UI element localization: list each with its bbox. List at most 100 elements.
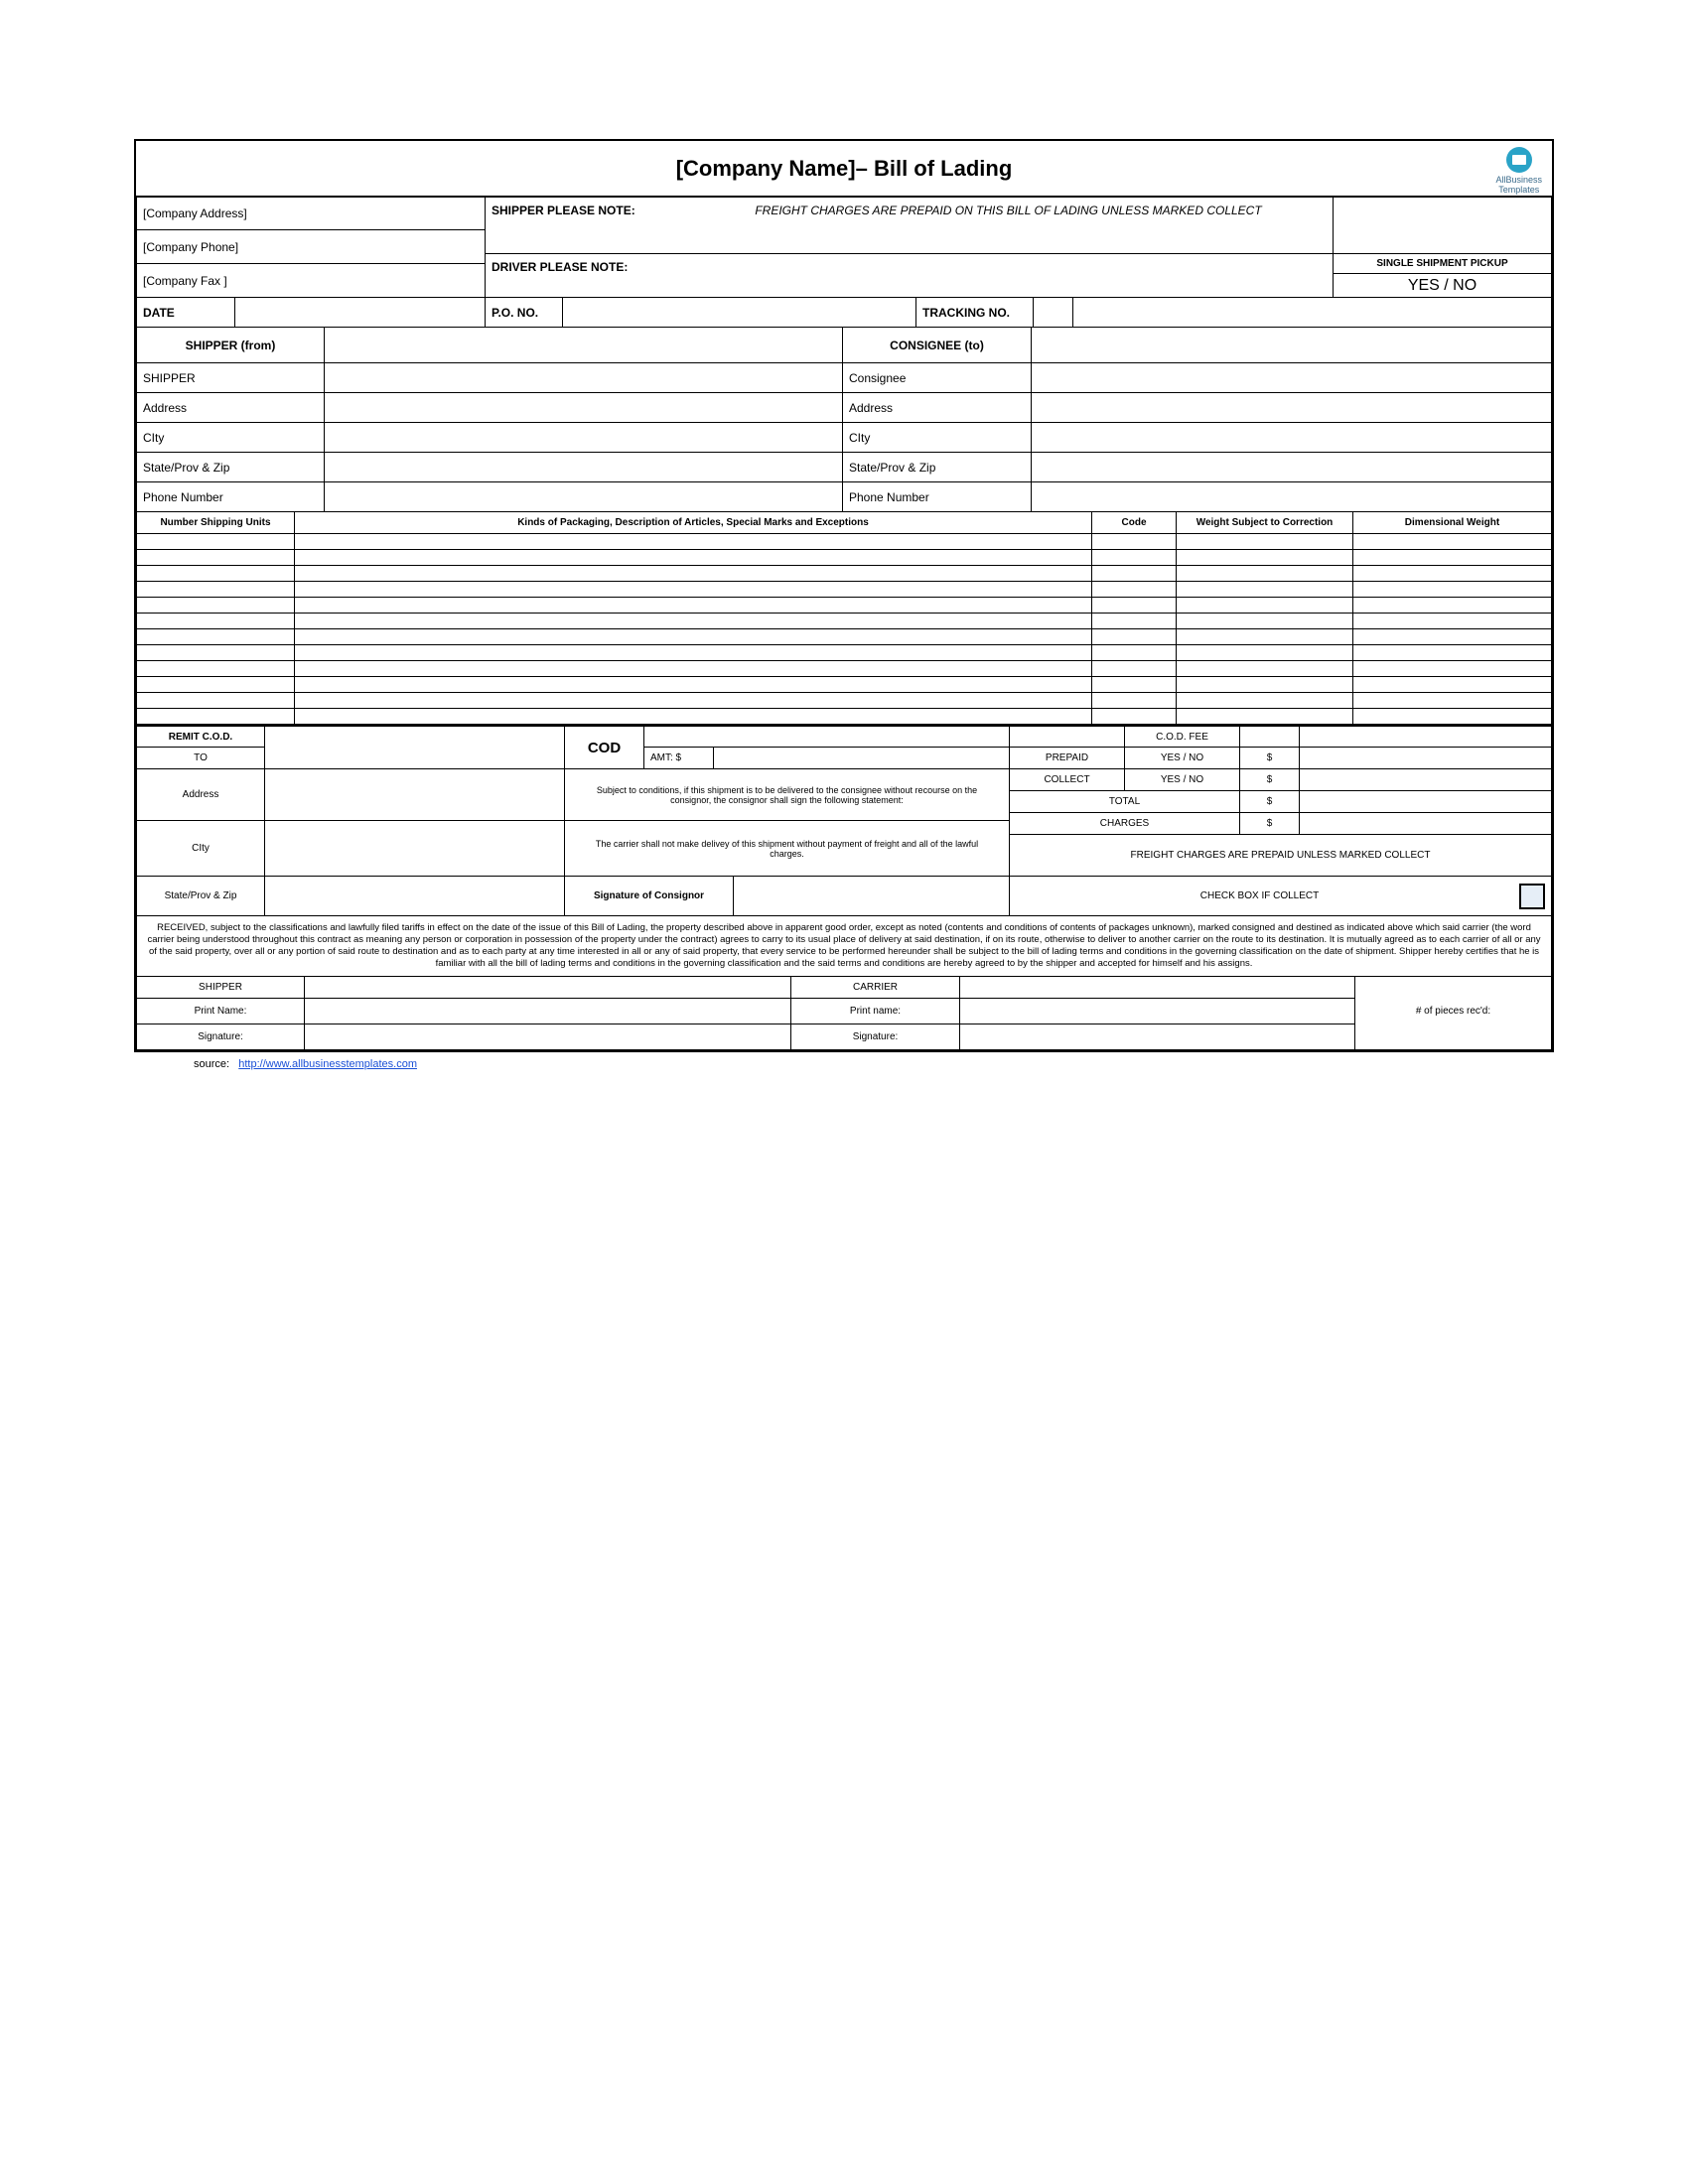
item-code[interactable] (1092, 645, 1177, 661)
shipper-printname-value[interactable] (305, 999, 791, 1024)
item-code[interactable] (1092, 677, 1177, 693)
charges-amt[interactable] (1300, 813, 1552, 835)
item-weight[interactable] (1177, 661, 1353, 677)
item-dim[interactable] (1353, 550, 1552, 566)
item-weight[interactable] (1177, 629, 1353, 645)
single-shipment-value[interactable]: YES / NO (1334, 274, 1552, 298)
charges-label: CHARGES (1010, 813, 1240, 835)
item-desc[interactable] (295, 534, 1092, 550)
item-weight[interactable] (1177, 677, 1353, 693)
item-desc[interactable] (295, 661, 1092, 677)
item-weight[interactable] (1177, 582, 1353, 598)
shipper-field-value[interactable] (325, 393, 843, 423)
item-code[interactable] (1092, 598, 1177, 614)
item-code[interactable] (1092, 582, 1177, 598)
sig-consignor-value[interactable] (734, 877, 1010, 916)
item-code[interactable] (1092, 550, 1177, 566)
item-desc[interactable] (295, 582, 1092, 598)
item-weight[interactable] (1177, 693, 1353, 709)
party-row: AddressAddress (136, 393, 1552, 423)
remit-address-value[interactable] (265, 769, 565, 821)
item-dim[interactable] (1353, 582, 1552, 598)
item-code[interactable] (1092, 693, 1177, 709)
remit-to-value[interactable] (265, 726, 565, 769)
shipper-field-value[interactable] (325, 453, 843, 482)
shipper-field-value[interactable] (325, 423, 843, 453)
item-dim[interactable] (1353, 614, 1552, 629)
item-desc[interactable] (295, 550, 1092, 566)
item-units[interactable] (136, 693, 295, 709)
item-dim[interactable] (1353, 693, 1552, 709)
consignee-field-value[interactable] (1032, 453, 1552, 482)
codfee-label: C.O.D. FEE (1125, 726, 1240, 748)
date-value[interactable] (235, 298, 486, 328)
total-amt[interactable] (1300, 791, 1552, 813)
po-value[interactable] (563, 298, 916, 328)
item-weight[interactable] (1177, 598, 1353, 614)
item-weight[interactable] (1177, 614, 1353, 629)
item-desc[interactable] (295, 709, 1092, 725)
sig-shipper-hdr: SHIPPER (136, 977, 305, 999)
item-units[interactable] (136, 661, 295, 677)
cod-amt-value[interactable] (714, 748, 1010, 769)
item-dim[interactable] (1353, 661, 1552, 677)
item-desc[interactable] (295, 614, 1092, 629)
item-units[interactable] (136, 566, 295, 582)
prepaid-amt[interactable] (1300, 748, 1552, 769)
collect-yesno[interactable]: YES / NO (1125, 769, 1240, 791)
item-units[interactable] (136, 629, 295, 645)
item-dim[interactable] (1353, 534, 1552, 550)
remit-statezip-value[interactable] (265, 877, 565, 916)
consignee-field-value[interactable] (1032, 363, 1552, 393)
item-code[interactable] (1092, 534, 1177, 550)
item-units[interactable] (136, 614, 295, 629)
carrier-signature-value[interactable] (960, 1024, 1355, 1050)
item-weight[interactable] (1177, 645, 1353, 661)
item-units[interactable] (136, 598, 295, 614)
item-code[interactable] (1092, 661, 1177, 677)
prepaid-yesno[interactable]: YES / NO (1125, 748, 1240, 769)
item-desc[interactable] (295, 645, 1092, 661)
item-code[interactable] (1092, 629, 1177, 645)
shipper-field-value[interactable] (325, 482, 843, 512)
item-dim[interactable] (1353, 598, 1552, 614)
item-weight[interactable] (1177, 566, 1353, 582)
cond-text-2: The carrier shall not make delivey of th… (565, 821, 1010, 877)
consignee-field-value[interactable] (1032, 423, 1552, 453)
item-dim[interactable] (1353, 677, 1552, 693)
collect-checkbox[interactable] (1519, 884, 1545, 909)
carrier-printname-value[interactable] (960, 999, 1355, 1024)
item-weight[interactable] (1177, 550, 1353, 566)
tracking-value[interactable] (1073, 298, 1552, 328)
item-dim[interactable] (1353, 566, 1552, 582)
item-units[interactable] (136, 550, 295, 566)
item-desc[interactable] (295, 677, 1092, 693)
item-weight[interactable] (1177, 709, 1353, 725)
item-desc[interactable] (295, 566, 1092, 582)
item-row (136, 629, 1552, 645)
item-code[interactable] (1092, 709, 1177, 725)
item-desc[interactable] (295, 629, 1092, 645)
pieces-value[interactable] (1355, 1024, 1552, 1050)
item-units[interactable] (136, 677, 295, 693)
collect-amt[interactable] (1300, 769, 1552, 791)
shipper-field-value[interactable] (325, 363, 843, 393)
remit-city-value[interactable] (265, 821, 565, 877)
item-dim[interactable] (1353, 709, 1552, 725)
item-dim[interactable] (1353, 645, 1552, 661)
consignee-field-value[interactable] (1032, 393, 1552, 423)
item-desc[interactable] (295, 598, 1092, 614)
shipper-signature-value[interactable] (305, 1024, 791, 1050)
item-desc[interactable] (295, 693, 1092, 709)
item-dim[interactable] (1353, 629, 1552, 645)
item-units[interactable] (136, 534, 295, 550)
item-units[interactable] (136, 709, 295, 725)
item-weight[interactable] (1177, 534, 1353, 550)
item-code[interactable] (1092, 614, 1177, 629)
brand-label: AllBusiness Templates (1495, 175, 1542, 195)
source-link[interactable]: http://www.allbusinesstemplates.com (238, 1058, 417, 1070)
item-code[interactable] (1092, 566, 1177, 582)
item-units[interactable] (136, 645, 295, 661)
item-units[interactable] (136, 582, 295, 598)
consignee-field-value[interactable] (1032, 482, 1552, 512)
